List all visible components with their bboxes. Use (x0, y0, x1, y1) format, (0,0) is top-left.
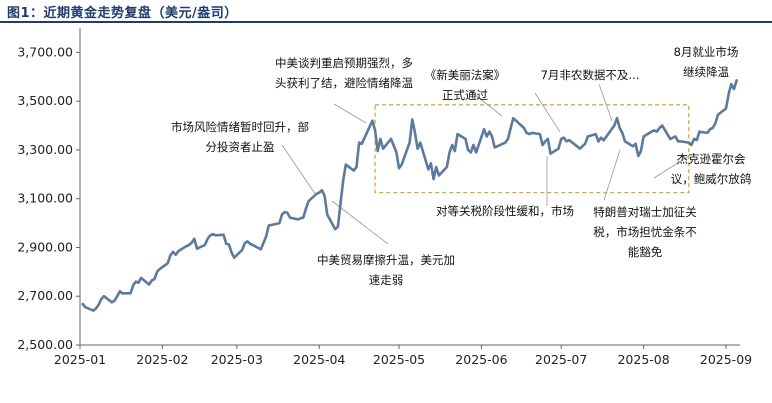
leader-line (653, 155, 690, 179)
annotation-us-china-talks-line-2: 头获利了结，避险情绪降温 (275, 76, 413, 90)
annotation-trade-friction-line-2: 速走弱 (369, 273, 404, 287)
leader-lines (281, 83, 690, 245)
annotation-aug-employment-line-2: 继续降温 (683, 65, 729, 79)
annotation-swiss-tariff-line-3: 能豁免 (628, 245, 663, 259)
y-tick-label: 3,700.00 (17, 44, 73, 59)
x-tick-label: 2025-05 (373, 352, 425, 367)
y-tick-label: 2,500.00 (17, 337, 73, 352)
y-tick-label: 3,300.00 (17, 142, 73, 157)
annotation-beautiful-bill-line-2: 正式通过 (442, 88, 488, 102)
price-line-layer (81, 79, 738, 312)
leader-line (333, 103, 367, 124)
annotation-trade-friction-line-1: 中美贸易摩擦升温，美元加 (317, 253, 455, 267)
axes: 2,500.00 2,700.00 2,900.00 3,100.00 3,300.00… (17, 28, 752, 367)
annotation-us-china-talks-line-1: 中美谈判重启预期强烈，多 (275, 56, 413, 70)
x-tick-label: 2025-04 (293, 352, 345, 367)
leader-line (281, 144, 317, 196)
x-tick-label: 2025-01 (54, 352, 106, 367)
consolidation-box-layer (374, 104, 690, 194)
annotation-tariff-easing: 对等关税阶段性缓和，市场 (436, 204, 574, 218)
annotation-risk-sentiment-line-1: 市场风险情绪暂时回升，部 (171, 120, 309, 134)
leader-line (534, 92, 561, 133)
x-tick-label: 2025-08 (617, 352, 669, 367)
y-tick-label: 2,900.00 (17, 239, 73, 254)
annotation-swiss-tariff-line-1: 特朗普对瑞士加征关 (593, 205, 697, 219)
annotation-tariff-easing-line-1: 对等关税阶段性缓和，市场 (436, 204, 574, 218)
annotation-aug-employment-line-1: 8月就业市场 (674, 45, 739, 59)
annotation-risk-sentiment-line-2: 分投资者止盈 (206, 140, 275, 154)
x-tick-label: 2025-07 (535, 352, 587, 367)
title-rule (0, 21, 772, 23)
y-tick-label: 3,500.00 (17, 93, 73, 108)
x-tick-label: 2025-06 (455, 352, 507, 367)
annotation-jackson-hole-line-2: 议，鲍威尔放鸽 (671, 172, 752, 186)
leader-line (603, 149, 621, 201)
leader-line (598, 83, 613, 122)
leader-line (331, 200, 389, 245)
figure-title: 图1：近期黄金走势复盘（美元/盎司） (7, 6, 238, 21)
annotation-jackson-hole-line-1: 杰克逊霍尔会 (677, 152, 746, 166)
annotation-beautiful-bill-line-1: 《新美丽法案》 (425, 68, 506, 82)
gold-price-line (81, 79, 738, 312)
x-tick-label: 2025-09 (700, 352, 752, 367)
y-tick-label: 3,100.00 (17, 191, 73, 206)
leader-line (469, 90, 503, 117)
x-tick-label: 2025-03 (211, 352, 263, 367)
annotation-swiss-tariff-line-2: 税，市场担忧金条不 (593, 225, 697, 239)
consolidation-box (374, 104, 690, 194)
x-tick-label: 2025-02 (136, 352, 188, 367)
y-tick-label: 2,700.00 (17, 288, 73, 303)
annotation-july-nonfarm-line-1: 7月非农数据不及... (541, 68, 640, 82)
annotation-july-nonfarm: 7月非农数据不及... (541, 68, 640, 82)
annotation-beautiful-bill: 《新美丽法案》正式通过 (425, 68, 506, 102)
